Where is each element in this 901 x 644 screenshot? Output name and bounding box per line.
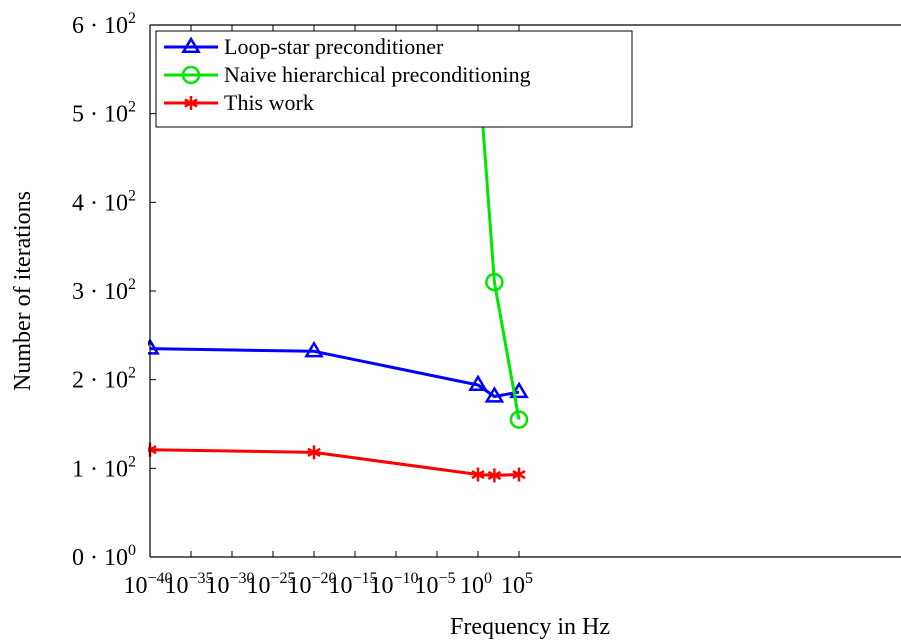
x-tick-exponent: −5 [438,570,455,587]
x-tick-label: 10−20 [287,570,336,599]
y-tick-mantissa: 2 · 10 [72,368,128,394]
x-tick-label: 10−10 [369,570,418,599]
y-tick-label: 1 · 102 [72,453,136,482]
data-point [484,386,505,403]
x-tick-base: 10 [328,573,352,599]
y-axis-title: Number of iterations [10,191,36,391]
asterisk-stroke [487,470,502,481]
y-tick-exponent: 2 [128,187,136,204]
legend-entry: Loop-star preconditioner [164,34,444,59]
x-tick-exponent: −35 [188,570,213,587]
x-tick-label: 10−5 [414,570,455,599]
x-tick-label: 10−40 [123,570,172,599]
x-tick-label: 10−15 [328,570,377,599]
series-line [476,60,521,420]
y-tick-mantissa: 1 · 10 [72,456,128,482]
x-tick-label: 105 [501,570,533,599]
y-tick-mantissa: 3 · 10 [72,279,128,305]
x-tick-exponent: −10 [393,570,418,587]
y-tick-label: 6 · 102 [72,10,136,39]
asterisk-stroke [512,469,526,480]
x-tick-base: 10 [287,573,311,599]
y-tick-exponent: 2 [128,365,136,382]
legend-label: Naive hierarchical preconditioning [224,62,531,87]
y-tick-label: 3 · 102 [72,276,136,305]
legend-swatch-marker [181,36,201,54]
legend-box [155,30,633,128]
axes [149,24,901,558]
asterisk-stroke [471,469,485,480]
y-tick-exponent: 2 [128,10,136,27]
asterisk-stroke [184,98,198,108]
data-point [485,272,504,292]
data-point [512,467,526,482]
x-tick-exponent: 5 [525,570,533,587]
legend-entry: This work [164,90,314,115]
legend-label: This work [224,90,314,115]
y-tick-mantissa: 6 · 10 [72,13,128,39]
legend-entry: Naive hierarchical preconditioning [164,62,531,87]
data-point [487,468,502,483]
data-point [468,374,488,392]
data-point [307,445,321,460]
legend-swatch-marker [184,96,198,110]
y-tick-exponent: 2 [128,453,136,470]
x-tick-base: 10 [205,573,229,599]
legend-swatch-marker [181,65,201,85]
legend-label: Loop-star preconditioner [224,34,444,59]
y-tick-mantissa: 4 · 10 [72,190,128,216]
x-tick-exponent: −15 [352,570,377,587]
y-tick-exponent: 2 [128,276,136,293]
x-tick-exponent: −25 [270,570,295,587]
series-line [149,347,520,399]
series-3 [148,442,526,483]
legend: Loop-star preconditioner Naive hierarchic… [155,30,633,128]
x-tick-label: 10−30 [205,570,254,599]
x-tick-exponent: 0 [484,570,492,587]
x-tick-label: 100 [460,570,492,599]
x-tick-base: 10 [123,573,147,599]
tick-marks [149,24,520,558]
x-tick-exponent: −30 [229,570,254,587]
y-tick-exponent: 2 [128,99,136,116]
x-tick-exponent: −20 [311,570,336,587]
x-tick-base: 10 [460,573,484,599]
x-tick-label: 10−25 [246,570,295,599]
y-tick-label: 0 · 100 [72,542,136,571]
x-tick-label: 10−35 [164,570,213,599]
y-tick-mantissa: 5 · 10 [72,102,128,128]
x-tick-base: 10 [414,573,438,599]
x-tick-base: 10 [246,573,270,599]
y-tick-exponent: 0 [128,542,136,559]
x-tick-base: 10 [501,573,525,599]
asterisk-stroke [307,447,321,457]
data-point [509,410,529,429]
x-tick-exponent: −40 [147,570,172,587]
data-point [304,340,324,358]
y-tick-label: 5 · 102 [72,99,136,128]
y-tick-mantissa: 0 · 10 [72,545,128,571]
y-tick-label: 2 · 102 [72,365,136,394]
x-tick-base: 10 [164,573,188,599]
y-tick-label: 4 · 102 [72,187,136,216]
x-tick-base: 10 [369,573,393,599]
data-point [471,467,485,482]
x-axis-title: Frequency in Hz [450,614,610,640]
